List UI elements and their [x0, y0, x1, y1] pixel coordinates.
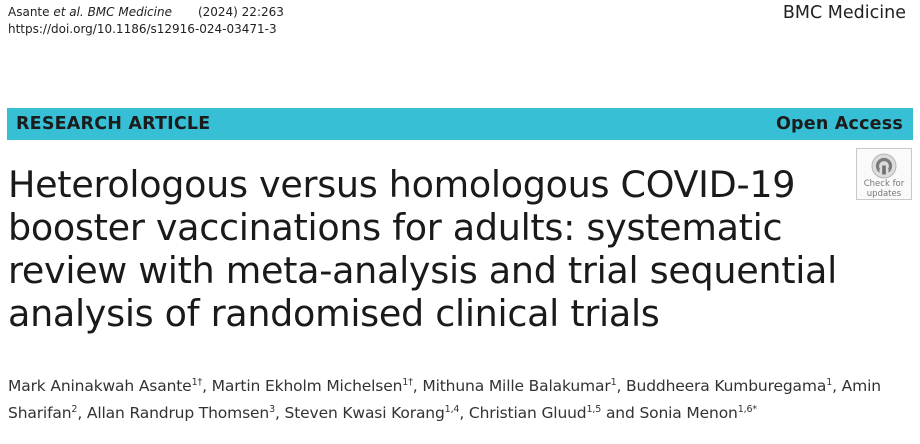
author-separator: ,	[77, 404, 87, 422]
badge-text-1: Check for	[863, 179, 905, 189]
journal-name: BMC Medicine	[782, 3, 906, 23]
author-name[interactable]: Mark Aninakwah Asante	[8, 377, 192, 395]
author-name[interactable]: Buddheera Kumburegama	[626, 377, 827, 395]
citation-line: Asante et al. BMC Medicine (2024) 22:263	[8, 4, 284, 21]
author-name[interactable]: Sonia Menon	[639, 404, 738, 422]
author-separator: ,	[459, 404, 469, 422]
author-separator: and	[601, 404, 640, 422]
author-affiliation: 1†	[191, 377, 203, 388]
author-entry[interactable]: Christian Gluud1,5	[469, 404, 601, 422]
article-type-banner: RESEARCH ARTICLE Open Access	[7, 108, 913, 140]
author-name[interactable]: Martin Ekholm Michelsen	[211, 377, 403, 395]
author-affiliation: 1,4	[444, 404, 460, 415]
author-list: Mark Aninakwah Asante1†, Martin Ekholm M…	[8, 373, 918, 427]
crossmark-icon	[871, 153, 897, 179]
citation-journal: et al. BMC Medicine	[53, 5, 172, 19]
citation-year: (2024) 22:263	[197, 5, 284, 19]
author-name[interactable]: Christian Gluud	[468, 404, 587, 422]
article-type-label: RESEARCH ARTICLE	[16, 114, 211, 134]
author-affiliation: 1,5	[586, 404, 602, 415]
author-entry[interactable]: Sonia Menon1,6*	[639, 404, 757, 422]
author-affiliation: 1†	[402, 377, 413, 388]
author-affiliation: 1	[826, 377, 833, 388]
author-affiliation: 2	[71, 404, 78, 415]
author-affiliation: 1,6*	[737, 404, 757, 415]
doi-link[interactable]: https://doi.org/10.1186/s12916-024-03471…	[8, 22, 277, 36]
author-entry[interactable]: Allan Randrup Thomsen3	[87, 404, 275, 422]
author-name[interactable]: Mithuna Mille Balakumar	[422, 377, 611, 395]
author-affiliation: 1	[610, 377, 617, 388]
article-title: Heterologous versus homologous COVID-19 …	[8, 163, 837, 335]
author-name[interactable]: Amin Sharifan	[8, 377, 881, 422]
open-access-label: Open Access	[775, 114, 903, 134]
citation-block: Asante et al. BMC Medicine (2024) 22:263 …	[8, 4, 284, 38]
author-name[interactable]: Allan Randrup Thomsen	[86, 404, 270, 422]
author-name[interactable]: Steven Kwasi Korang	[284, 404, 445, 422]
author-separator: ,	[616, 377, 627, 395]
badge-text-2: updates	[866, 189, 902, 199]
author-entry[interactable]: Mithuna Mille Balakumar1	[422, 377, 616, 395]
author-separator: ,	[274, 404, 285, 422]
author-entry[interactable]: Amin Sharifan2	[8, 377, 881, 422]
author-separator: ,	[412, 377, 423, 395]
check-for-updates-badge[interactable]: Check for updates	[856, 148, 912, 200]
author-entry[interactable]: Mark Aninakwah Asante1†	[8, 377, 202, 395]
author-separator: ,	[832, 377, 842, 395]
author-separator: ,	[202, 377, 212, 395]
author-entry[interactable]: Martin Ekholm Michelsen1†	[212, 377, 413, 395]
author-entry[interactable]: Steven Kwasi Korang1,4	[285, 404, 460, 422]
citation-authors: Asante	[8, 5, 50, 19]
author-affiliation: 3	[269, 404, 275, 415]
author-entry[interactable]: Buddheera Kumburegama1	[626, 377, 832, 395]
